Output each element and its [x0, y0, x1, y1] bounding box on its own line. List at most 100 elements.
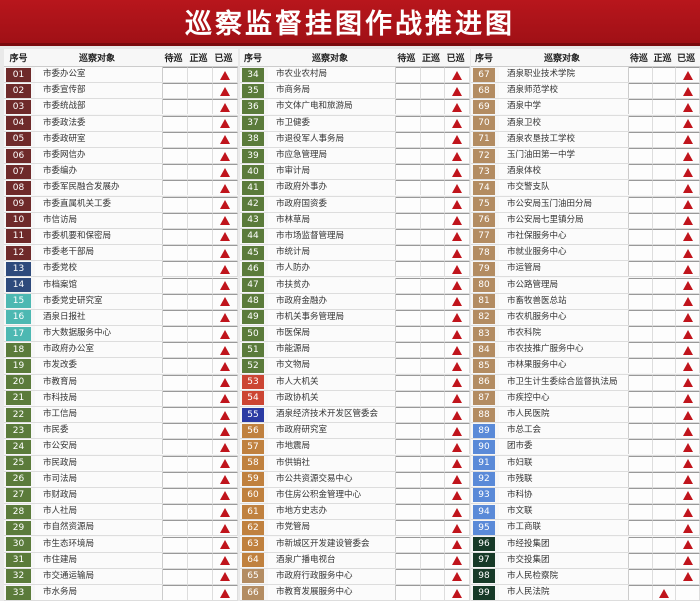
- status-cell-pending: [163, 439, 188, 455]
- table-header: 序号 巡察对象 待巡 正巡 已巡: [240, 49, 470, 67]
- status-cell-done: [445, 245, 470, 261]
- status-cell-ongoing: [420, 164, 446, 180]
- triangle-marker-icon: [452, 167, 463, 177]
- row-number: 95: [473, 520, 495, 535]
- status-cell-pending: [396, 390, 421, 406]
- status-cell-ongoing: [188, 228, 213, 244]
- table-row: 75 市公安局玉门油田分局: [471, 196, 700, 213]
- target-name: 市交警支队: [499, 180, 629, 196]
- status-cell-pending: [396, 164, 421, 180]
- target-name: 市教育局: [35, 374, 163, 390]
- triangle-marker-icon: [682, 183, 693, 193]
- status-cell-ongoing: [188, 504, 213, 520]
- target-name: 市审计局: [268, 164, 396, 180]
- row-number: 35: [242, 83, 264, 98]
- table-row: 87 市疾控中心: [471, 390, 700, 407]
- row-number: 31: [6, 553, 31, 568]
- status-cell-ongoing: [652, 423, 677, 439]
- row-number: 09: [6, 197, 31, 212]
- header-no: 序号: [474, 54, 493, 64]
- table-row: 39 市应急管理局: [240, 148, 470, 165]
- row-number: 05: [6, 132, 31, 147]
- row-number: 80: [473, 278, 495, 293]
- triangle-marker-icon: [452, 151, 463, 161]
- triangle-marker-icon: [220, 507, 230, 517]
- table-row: 62 市党管局: [240, 520, 470, 537]
- status-cell-done: [676, 455, 700, 471]
- status-cell-done: [213, 374, 238, 390]
- table-row: 89 市总工会: [471, 423, 700, 440]
- row-number: 27: [6, 488, 31, 503]
- triangle-marker-icon: [220, 394, 230, 404]
- status-cell-pending: [396, 471, 421, 487]
- status-cell-ongoing: [652, 342, 677, 358]
- triangle-marker-icon: [452, 183, 463, 193]
- target-name: 酒泉农垦技工学校: [499, 131, 629, 147]
- row-number: 68: [473, 83, 495, 98]
- status-cell-done: [676, 439, 700, 455]
- status-cell-ongoing: [420, 585, 446, 601]
- triangle-marker-icon: [220, 588, 230, 598]
- triangle-marker-icon: [220, 232, 230, 242]
- status-cell-pending: [396, 67, 421, 83]
- target-name: 市司法局: [35, 471, 163, 487]
- row-number: 83: [473, 326, 495, 341]
- target-name: 市委办公室: [35, 67, 163, 83]
- status-cell-ongoing: [652, 83, 677, 99]
- status-cell-done: [676, 99, 700, 115]
- row-number: 21: [6, 391, 31, 406]
- target-name: 市委政研室: [35, 131, 163, 147]
- table-row: 96 市经投集团: [471, 536, 700, 553]
- target-name: 市委机要和保密局: [35, 228, 163, 244]
- target-name: 市财政局: [35, 487, 163, 503]
- table-row: 81 市畜牧兽医总站: [471, 293, 700, 310]
- status-cell-ongoing: [188, 471, 213, 487]
- status-cell-pending: [629, 309, 653, 325]
- status-cell-pending: [396, 585, 421, 601]
- status-cell-done: [445, 261, 470, 277]
- status-cell-pending: [629, 261, 653, 277]
- row-number: 29: [6, 520, 31, 535]
- status-cell-ongoing: [188, 374, 213, 390]
- target-name: 市政府外事办: [268, 180, 396, 196]
- status-cell-done: [676, 245, 700, 261]
- target-name: 市经投集团: [499, 536, 629, 552]
- status-cell-done: [213, 423, 238, 439]
- status-cell-ongoing: [652, 390, 677, 406]
- status-cell-ongoing: [420, 212, 446, 228]
- row-number: 93: [473, 488, 495, 503]
- target-name: 市文联: [499, 504, 629, 520]
- row-number: 15: [6, 294, 31, 309]
- triangle-marker-icon: [682, 86, 693, 96]
- triangle-marker-icon: [452, 200, 463, 210]
- row-number: 42: [242, 197, 264, 212]
- row-number: 92: [473, 472, 495, 487]
- row-number: 90: [473, 439, 495, 454]
- status-cell-pending: [629, 342, 653, 358]
- triangle-marker-icon: [682, 70, 693, 80]
- row-number: 08: [6, 180, 31, 195]
- status-cell-pending: [163, 245, 188, 261]
- target-name: 市人社局: [35, 504, 163, 520]
- status-cell-pending: [629, 423, 653, 439]
- status-cell-pending: [629, 552, 653, 568]
- status-cell-ongoing: [420, 407, 446, 423]
- table-row: 58 市供销社: [240, 455, 470, 472]
- status-cell-pending: [163, 407, 188, 423]
- status-cell-pending: [163, 455, 188, 471]
- triangle-marker-icon: [682, 426, 693, 436]
- target-name: 市科技局: [35, 390, 163, 406]
- status-cell-pending: [629, 99, 653, 115]
- target-name: 市公共资源交易中心: [268, 471, 396, 487]
- status-cell-pending: [163, 552, 188, 568]
- status-cell-ongoing: [188, 148, 213, 164]
- status-cell-done: [445, 487, 470, 503]
- status-cell-pending: [396, 131, 421, 147]
- target-name: 市大数据服务中心: [35, 326, 163, 342]
- status-cell-pending: [163, 277, 188, 293]
- row-number: 16: [6, 310, 31, 325]
- target-name: 市委宣传部: [35, 83, 163, 99]
- status-cell-ongoing: [652, 585, 677, 601]
- triangle-marker-icon: [682, 378, 693, 388]
- target-name: 市委政法委: [35, 115, 163, 131]
